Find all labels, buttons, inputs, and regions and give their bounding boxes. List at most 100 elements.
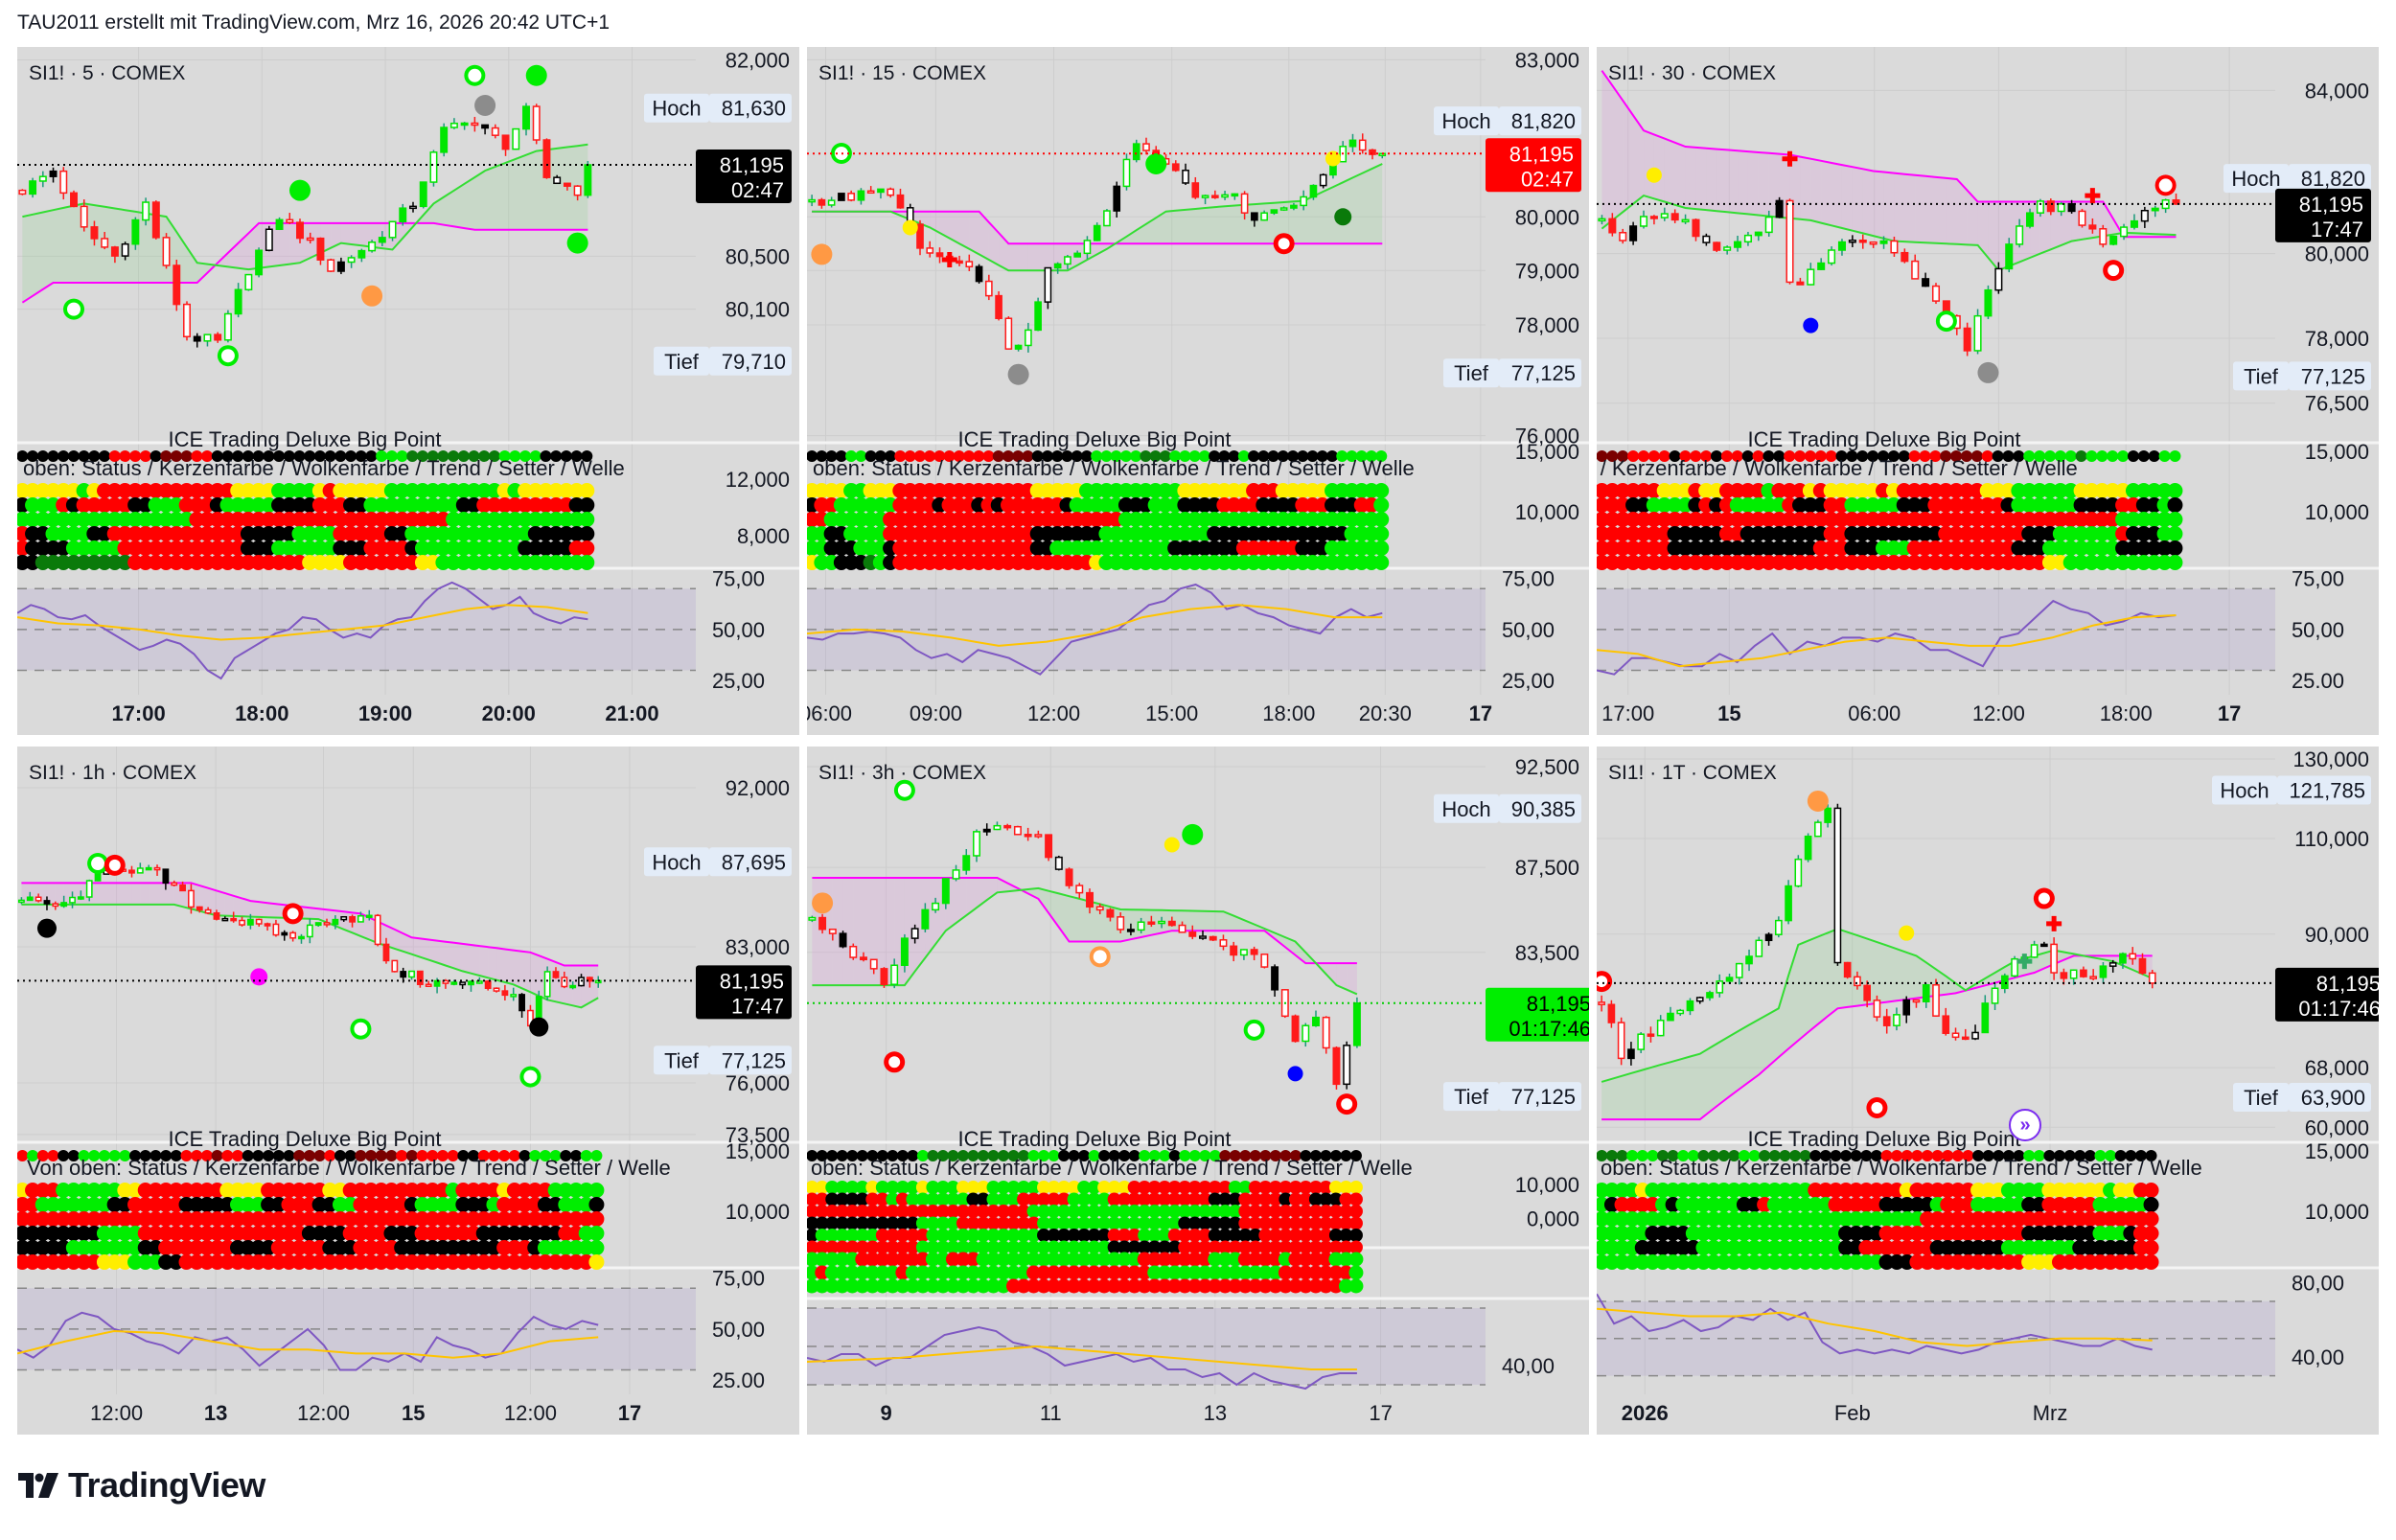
candle: [849, 943, 858, 960]
indicator-dot: [1319, 1205, 1333, 1218]
candle: [1681, 214, 1690, 224]
chart-panel-15min[interactable]: 83,000 80,000 79,000 78,000 76,000 Hoch 81,820…: [807, 47, 1589, 735]
indicator-dot: [1228, 1278, 1243, 1294]
indicator-dot: [1177, 1278, 1192, 1294]
cloud-fill: [208, 887, 217, 916]
indicator-dot: [1328, 1192, 1343, 1207]
chart-panel-1d[interactable]: 130,000 110,000 90,000 68,000 60,000 Hoch 121,…: [1597, 747, 2379, 1435]
cloud-fill: [1165, 210, 1176, 244]
indicator-dot: [985, 1265, 1001, 1280]
indicator-dot: [1197, 1278, 1212, 1294]
candle: [896, 188, 905, 209]
high-price-label-value: 121,785: [2289, 778, 2365, 802]
cloud-fill: [1798, 940, 1809, 1041]
cloud-fill: [1038, 887, 1049, 913]
indicator-dot: [1051, 450, 1064, 462]
low-price-label-title: Tief: [2244, 1086, 2279, 1110]
candle: [1619, 228, 1627, 244]
indicator-dot: [1279, 1150, 1292, 1161]
time-axis-label: Mrz: [2033, 1401, 2068, 1425]
cloud-fill: [464, 176, 475, 230]
rsi-axis-label: 25,00: [712, 669, 765, 693]
indicator-dot: [966, 1181, 980, 1194]
indicator-dot: [170, 450, 182, 462]
cloud-fill: [1283, 201, 1294, 244]
indicator-dot: [835, 450, 847, 462]
last-price-badge: [2275, 967, 2379, 1022]
indicator-dot: [1209, 450, 1221, 462]
candle: [910, 924, 919, 944]
candle: [926, 241, 934, 258]
cloud-fill: [1821, 160, 1832, 226]
indicator-dot: [855, 450, 867, 462]
time-axis-label: 17: [1369, 1401, 1392, 1425]
cloud-fill: [1847, 931, 1857, 1007]
indicator-dot: [1077, 1192, 1092, 1207]
indicator-dot: [1279, 1205, 1293, 1218]
indicator-dot: [1373, 526, 1390, 541]
indicator-dot: [1320, 1150, 1332, 1161]
chart-panel-1h[interactable]: 92,000 83,000 76,000 73,500 Hoch 87,695 Tief 77…: [17, 747, 799, 1435]
indicator-dot: [965, 1265, 980, 1280]
indicator-dot: [540, 450, 552, 462]
rsi-axis-label: 75,00: [2292, 567, 2344, 591]
indicator-dot: [242, 450, 254, 462]
indicator-dot: [1006, 1229, 1021, 1242]
cloud-fill: [1096, 243, 1107, 255]
candle: [1848, 235, 1856, 247]
indicator-dot: [1157, 1252, 1172, 1267]
scroll-to-realtime-button[interactable]: »: [2009, 1109, 2041, 1141]
plus-signal-marker: [2046, 915, 2062, 931]
indicator-dot: [1647, 450, 1660, 462]
cloud-fill: [572, 965, 582, 1008]
candle: [1932, 978, 1940, 1017]
indicator-dot: [946, 1205, 960, 1218]
indicator-dot: [2143, 1226, 2159, 1241]
cloud-fill: [530, 952, 540, 997]
candle: [2120, 223, 2129, 241]
tradingview-logo[interactable]: TradingView: [18, 1465, 265, 1505]
indicator-dot: [824, 1265, 840, 1280]
cloud-fill: [966, 878, 977, 916]
high-price-label-title: Hoch: [2220, 778, 2269, 802]
candle: [2036, 198, 2044, 218]
cloud-fill: [1048, 890, 1059, 928]
indicator-dot: [426, 1150, 439, 1161]
indicator-dot: [875, 1265, 890, 1280]
indicator-dot: [1026, 1252, 1042, 1267]
indicator-dot: [448, 450, 460, 462]
indicator-dot: [1318, 1265, 1333, 1280]
indicator-dot: [896, 1150, 909, 1161]
indicator-title: ICE Trading Deluxe Big Point: [958, 427, 1232, 451]
indicator-dot: [1026, 1181, 1041, 1194]
rsi-axis-label: 50,00: [712, 1318, 765, 1342]
chart-panel-30min[interactable]: 84,000 80,000 78,000 76,500 Hoch 81,820 Tief 77…: [1597, 47, 2379, 735]
indicator-dot: [825, 1229, 840, 1242]
last-price-badge: [696, 149, 792, 203]
indicator-dot: [1237, 450, 1250, 462]
candle: [1251, 212, 1258, 227]
candle: [1065, 867, 1073, 889]
candle: [374, 913, 381, 947]
indicator-dot: [1981, 450, 1993, 462]
indicator-dot: [807, 1240, 819, 1254]
indicator-dot: [437, 450, 449, 462]
time-axis-label: 17: [618, 1401, 641, 1425]
indicator-dot: [1326, 450, 1339, 462]
candle: [419, 181, 427, 209]
candle: [1239, 949, 1248, 960]
chart-panel-5min[interactable]: 82,000 80,500 80,100 Hoch 81,630 Tief 79,710 81…: [17, 47, 799, 735]
indicator-dot: [17, 450, 29, 462]
candle: [1854, 971, 1861, 990]
cloud-fill: [1372, 163, 1383, 244]
indicator-dot: [1187, 1181, 1202, 1194]
indicator-dot: [1268, 1216, 1282, 1230]
chart-panel-3h[interactable]: 92,500 87,500 83,500 Hoch 90,385 Tief 77,125 81…: [807, 747, 1589, 1435]
indicator-dot: [1319, 1216, 1333, 1230]
